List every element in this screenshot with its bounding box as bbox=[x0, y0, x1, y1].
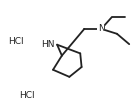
Text: HCl: HCl bbox=[19, 91, 35, 100]
Text: HN: HN bbox=[41, 40, 55, 49]
Text: HCl: HCl bbox=[9, 37, 24, 46]
Text: N: N bbox=[98, 24, 105, 33]
